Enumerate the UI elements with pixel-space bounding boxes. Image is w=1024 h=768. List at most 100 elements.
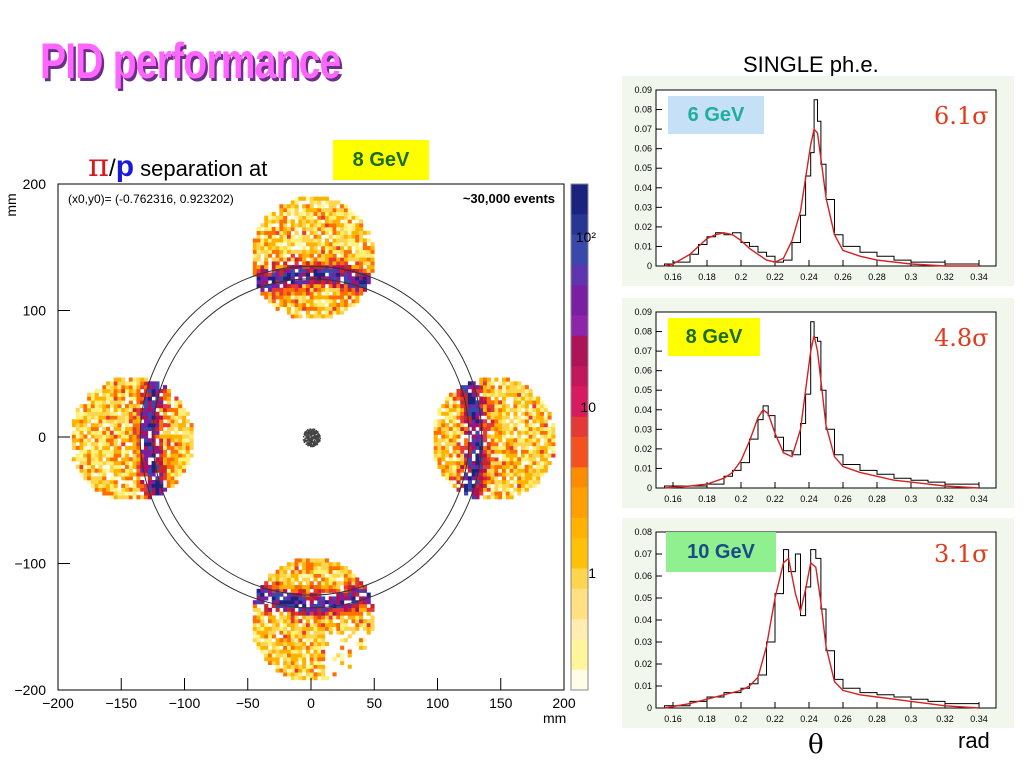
spot-pixel	[302, 227, 307, 232]
spot-pixel	[283, 268, 288, 273]
spot-pixel	[162, 392, 168, 397]
spot-pixel	[283, 211, 288, 216]
spot-pixel	[332, 264, 337, 270]
spot-pixel	[309, 227, 314, 232]
central-pixel	[313, 440, 316, 442]
spot-pixel	[355, 261, 360, 266]
spot-pixel	[460, 430, 465, 435]
spot-pixel	[283, 215, 288, 220]
spot-pixel	[174, 445, 179, 450]
spot-pixel	[321, 641, 326, 647]
colorbar-tick-10: 10	[580, 399, 596, 415]
spot-pixel	[298, 306, 303, 311]
spot-pixel	[260, 291, 265, 296]
spot-pixel	[370, 622, 375, 628]
spot-pixel	[166, 426, 171, 431]
spot-pixel	[271, 585, 276, 590]
spot-pixel	[505, 483, 510, 488]
spot-pixel	[343, 261, 348, 266]
spot-pixel	[279, 630, 284, 635]
spot-pixel	[286, 306, 292, 311]
spot-pixel	[106, 426, 111, 431]
central-pixel	[307, 444, 309, 446]
spot-pixel	[267, 215, 273, 220]
spot-pixel	[351, 592, 356, 597]
spot-pixel	[475, 430, 480, 435]
spot-pixel	[528, 388, 533, 394]
spot-pixel	[271, 234, 276, 239]
spot-pixel	[102, 400, 107, 405]
spot-pixel	[271, 592, 276, 597]
spot-pixel	[136, 445, 141, 450]
spot-pixel	[286, 211, 292, 216]
spot-pixel	[460, 461, 465, 466]
central-pixel	[314, 442, 316, 444]
spot-pixel	[359, 615, 364, 620]
spot-pixel	[505, 445, 510, 450]
spot-pixel	[155, 483, 160, 488]
spot-pixel	[532, 407, 537, 412]
spot-pixel	[128, 400, 133, 405]
spot-pixel	[106, 461, 111, 466]
spot-pixel	[355, 242, 360, 247]
spot-pixel	[302, 234, 307, 239]
spot-pixel	[162, 461, 168, 466]
spot-pixel	[159, 388, 164, 394]
spot-pixel	[83, 411, 88, 416]
spot-pixel	[159, 396, 164, 401]
spot-pixel	[351, 626, 356, 631]
spot-pixel	[294, 573, 299, 578]
spot-pixel	[275, 227, 280, 232]
spot-pixel	[102, 476, 107, 481]
spot-pixel	[151, 430, 156, 435]
spot-pixel	[483, 388, 488, 394]
spot-pixel	[181, 457, 187, 462]
spot-pixel	[117, 491, 122, 496]
spot-pixel	[321, 615, 326, 620]
spot-pixel	[309, 645, 314, 650]
spot-pixel	[460, 415, 465, 420]
spot-pixel	[260, 272, 265, 277]
spot-pixel	[102, 445, 107, 450]
spot-pixel	[132, 495, 137, 500]
colorbar-cell	[571, 548, 588, 559]
spot-pixel	[343, 299, 348, 304]
spot-pixel	[102, 396, 107, 401]
spot-pixel	[75, 438, 80, 443]
spot-pixel	[279, 245, 284, 251]
spot-pixel	[286, 299, 292, 304]
spot-pixel	[355, 253, 360, 258]
spot-pixel	[283, 234, 288, 239]
spot-pixel	[286, 242, 292, 247]
spot-pixel	[456, 392, 461, 397]
central-pixel	[315, 438, 317, 440]
spot-pixel	[83, 453, 88, 458]
histogram-ytick-label: 0.07	[634, 124, 652, 134]
spot-pixel	[441, 464, 446, 469]
spot-pixel	[445, 407, 450, 412]
spot-pixel	[256, 257, 261, 262]
spot-pixel	[178, 457, 183, 462]
spot-pixel	[256, 245, 261, 251]
ring-xtick-label: 0	[307, 695, 315, 711]
spot-pixel	[471, 411, 476, 416]
spot-pixel	[483, 461, 488, 466]
spot-pixel	[98, 442, 103, 447]
spot-pixel	[267, 638, 273, 643]
spot-pixel	[309, 676, 314, 681]
spot-pixel	[290, 615, 295, 620]
spot-pixel	[539, 400, 545, 405]
central-pixel	[304, 433, 307, 436]
central-pixel	[316, 431, 318, 433]
spot-pixel	[313, 219, 318, 224]
spot-pixel	[547, 442, 552, 447]
spot-pixel	[151, 491, 156, 496]
spot-pixel	[309, 641, 314, 647]
spot-pixel	[448, 453, 453, 458]
spot-pixel	[264, 645, 269, 650]
spot-pixel	[355, 626, 360, 631]
spot-pixel	[132, 423, 137, 428]
spot-pixel	[543, 419, 548, 424]
spot-pixel	[294, 611, 299, 616]
spot-pixel	[290, 204, 295, 209]
